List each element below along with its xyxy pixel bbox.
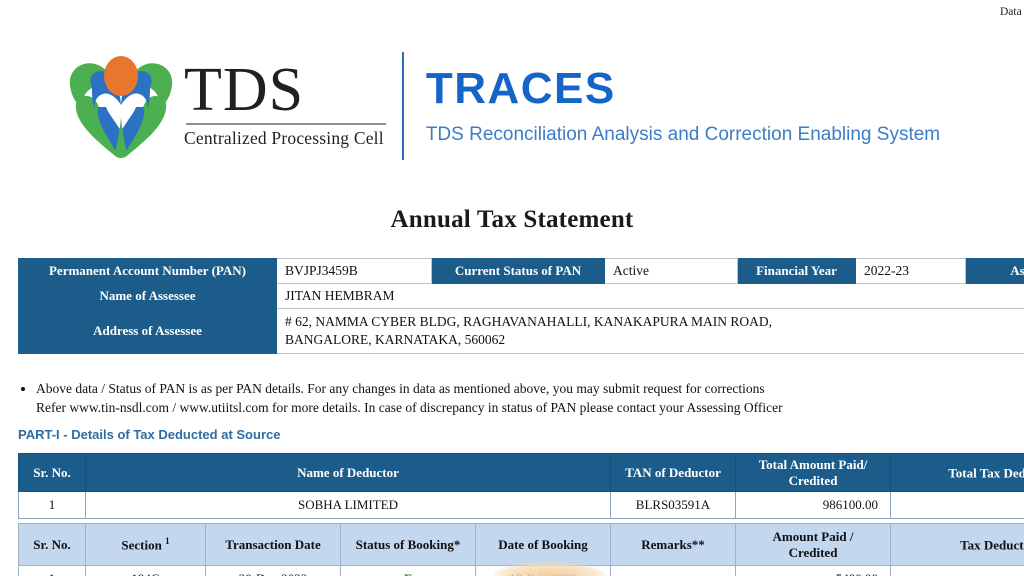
pan-row-1: Permanent Account Number (PAN) BVJPJ3459… [18,258,1024,284]
cell-total-amount-paid: 986100.00 [735,491,891,520]
cell-total-tax-deducted: 9861. [890,491,1024,520]
subcol-sr-no: Sr. No. [18,523,86,566]
brand-header: TDS Centralized Processing Cell TRACES T… [62,46,962,166]
tds-cpc-flower-logo-icon [62,51,180,161]
col-tan-of-deductor: TAN of Deductor [610,452,736,493]
financial-year-label: Financial Year [737,258,856,284]
pan-note-line-2: Refer www.tin-nsdl.com / www.utiitsl.com… [36,400,783,416]
pan-status-value: Active [604,258,738,284]
cell-status-of-booking: F [340,565,476,576]
cell-tax-deducted: 54 [890,565,1024,576]
pan-value: BVJPJ3459B [276,258,432,284]
cell-remarks [610,565,736,576]
brand-vertical-divider [401,52,404,160]
part1-sub-header-row: Sr. No. Section 1 Transaction Date Statu… [18,523,1024,566]
financial-year-value: 2022-23 [855,258,966,284]
pan-notes: Above data / Status of PAN is as per PAN… [18,379,1008,417]
assessment-year-label: Assessment [965,258,1024,284]
name-of-assessee-value: JITAN HEMBRAM [276,283,1024,309]
col-total-amount-paid: Total Amount Paid/ Credited [735,452,891,493]
traces-word: TRACES [425,63,616,113]
page-title: Annual Tax Statement [390,206,634,233]
cell-date-of-booking: 12-Feb-2023 [475,565,611,576]
part1-header-row: Sr. No. Name of Deductor TAN of Deductor… [18,452,1024,493]
col-sr-no: Sr. No. [18,452,86,493]
subcol-status-of-booking: Status of Booking* [340,523,476,566]
cell-sr-no: 1 [18,491,86,520]
traces-tagline: TDS Reconciliation Analysis and Correcti… [425,124,941,146]
tds-brand-block: TDS Centralized Processing Cell [62,46,402,166]
address-of-assessee-label: Address of Assessee [18,307,277,355]
subcol-date-of-booking: Date of Booking [475,523,611,566]
pan-label: Permanent Account Number (PAN) [18,258,277,284]
pan-row-2: Name of Assessee JITAN HEMBRAM [18,283,1024,309]
table-row: 1 SOBHA LIMITED BLRS03591A 986100.00 986… [18,491,1024,520]
tds-underline-rule [186,122,386,125]
address-of-assessee-value: # 62, NAMMA CYBER BLDG, RAGHAVANAHALLI, … [276,307,1024,355]
subcol-section: Section 1 [85,523,206,566]
subcol-transaction-date: Transaction Date [205,523,341,566]
traces-brand-block: TRACES TDS Reconciliation Analysis and C… [426,46,940,166]
col-name-of-deductor: Name of Deductor [85,452,611,493]
data-updated-note: Data [1000,6,1022,18]
part1-deductor-table: Sr. No. Name of Deductor TAN of Deductor… [18,452,1024,520]
col-total-tax-deducted: Total Tax Deducted# [890,452,1024,493]
tds-subtitle: Centralized Processing Cell [184,127,384,148]
pan-info-table: Permanent Account Number (PAN) BVJPJ3459… [18,258,1024,355]
pan-note-item: Above data / Status of PAN is as per PAN… [36,379,1008,417]
tds-wordmark: TDS Centralized Processing Cell [180,56,386,151]
subcol-remarks: Remarks** [610,523,736,566]
part1-section-title: PART-I - Details of Tax Deducted at Sour… [18,427,281,442]
part1-transaction-table: Sr. No. Section 1 Transaction Date Statu… [18,523,1024,576]
pan-row-3: Address of Assessee # 62, NAMMA CYBER BL… [18,307,1024,355]
pan-status-label: Current Status of PAN [431,258,605,284]
cell-section: 194C [85,565,206,576]
cell-tan-of-deductor: BLRS03591A [610,491,736,520]
subcol-tax-deducted: Tax Deducted ## [890,523,1024,566]
section-superscript: 1 [165,536,170,547]
cell-sub-sr-no: 1 [18,565,86,576]
cell-name-of-deductor: SOBHA LIMITED [85,491,611,520]
table-row: 1 194C 20-Dec-2022 F 12-Feb-2023 5400.00… [18,565,1024,576]
subcol-amount-paid: Amount Paid / Credited [735,523,891,566]
tds-word: TDS [184,56,305,125]
name-of-assessee-label: Name of Assessee [18,283,277,309]
cell-transaction-date: 20-Dec-2022 [205,565,341,576]
pan-note-line-1: Above data / Status of PAN is as per PAN… [36,381,765,396]
cell-amount-paid: 5400.00 [735,565,891,576]
